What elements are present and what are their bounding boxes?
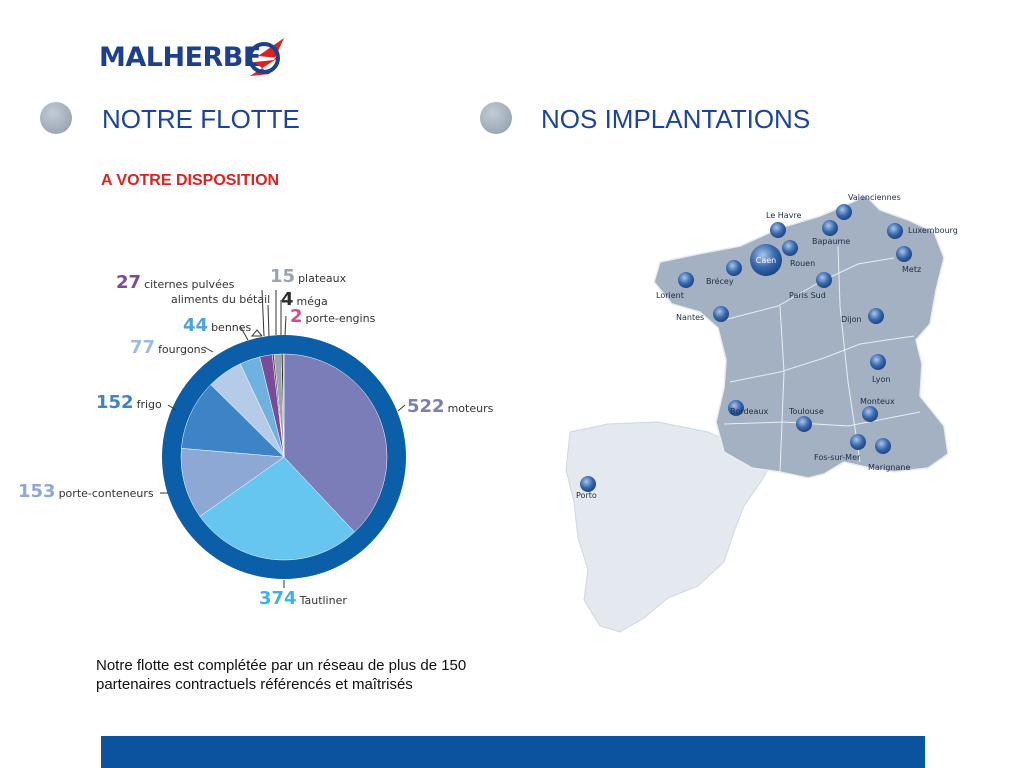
map-pin-1	[770, 222, 786, 238]
label-frigo: 152 frigo	[96, 392, 162, 413]
map-label-9: Paris Sud	[789, 291, 826, 300]
pie-slice-0	[283, 353, 388, 533]
value-tautliner: 374	[259, 588, 297, 609]
map-label-17: Marignane	[868, 463, 910, 472]
name-fourgons: fourgons	[158, 343, 207, 356]
brand-logo-mark	[248, 38, 284, 76]
value-fourgons: 77	[130, 337, 156, 358]
locations-title: NOS IMPLANTATIONS	[541, 104, 811, 134]
brand-logo-text: MALHERBE	[99, 42, 261, 73]
map-label-8: Lorient	[656, 291, 684, 300]
value-porte-engins: 2	[290, 306, 303, 327]
map-label-10: Nantes	[676, 313, 704, 322]
value-frigo: 152	[96, 392, 134, 413]
map-pin-11	[868, 308, 884, 324]
map-pin-2	[822, 220, 838, 236]
label-bennes: 44 bennes	[183, 315, 251, 336]
map-label-16: Fos-sur-Mer	[814, 453, 861, 462]
fleet-subtitle: A VOTRE DISPOSITION	[101, 172, 280, 189]
name-moteurs: moteurs	[447, 402, 494, 415]
fleet-pie-chart	[162, 335, 406, 579]
name-mega: méga	[296, 295, 328, 308]
map-label-5: Rouen	[790, 259, 815, 268]
map-pin-14	[796, 416, 812, 432]
map-pin-10	[713, 306, 729, 322]
map-pin-4	[750, 244, 782, 276]
pie-slice-1	[199, 456, 355, 561]
map-pin-5	[782, 240, 798, 256]
pie-slices	[180, 353, 388, 561]
label-plateaux: 15 plateaux	[270, 266, 346, 287]
label-porte-conteneurs: 153 porte-conteneurs	[18, 481, 154, 502]
label-fourgons: 77 fourgons	[130, 337, 206, 358]
map-pin-0	[836, 204, 852, 220]
name-tautliner: Tautliner	[299, 594, 347, 607]
value-moteurs: 522	[407, 396, 445, 417]
map-pin-9	[816, 272, 832, 288]
map-label-2: Bapaume	[812, 237, 850, 246]
locations-map: Valenciennes Le Havre Bapaume Luxembourg Cae…	[548, 186, 968, 648]
map-label-12: Lyon	[872, 375, 890, 384]
name-porte-conteneurs: porte-conteneurs	[58, 487, 154, 500]
map-pin-6	[896, 246, 912, 262]
map-pin-16	[850, 434, 866, 450]
value-mega: 4	[281, 289, 294, 310]
map-pin-12	[870, 354, 886, 370]
label-porte-engins: 2 porte-engins	[290, 306, 375, 327]
name-bennes: bennes	[211, 321, 252, 334]
value-porte-conteneurs: 153	[18, 481, 56, 502]
map-pin-13	[728, 400, 744, 416]
label-citernes: 27 citernes pulvées	[116, 272, 234, 293]
name-aliments: aliments du bétail	[171, 293, 271, 306]
label-tautliner: 374 Tautliner	[259, 588, 347, 609]
name-frigo: frigo	[136, 398, 162, 411]
name-porte-engins: porte-engins	[305, 312, 376, 325]
map-pins: Valenciennes Le Havre Bapaume Luxembourg Cae…	[576, 193, 958, 500]
fleet-title: NOTRE FLOTTE	[102, 104, 300, 134]
map-label-4: Caen	[756, 256, 776, 265]
fleet-bullet-icon	[40, 102, 72, 134]
map-pin-15	[862, 406, 878, 422]
map-pin-8	[678, 272, 694, 288]
map-label-13: Bordeaux	[730, 407, 769, 416]
map-label-14: Toulouse	[788, 407, 824, 416]
name-plateaux: plateaux	[298, 272, 347, 285]
map-label-18: Porto	[576, 491, 597, 500]
map-label-7: Brécey	[706, 276, 734, 286]
pie-slice-10	[282, 353, 285, 458]
map-pin-17	[875, 438, 891, 454]
locations-bullet-icon	[480, 102, 512, 134]
label-moteurs: 522 moteurs	[407, 396, 493, 417]
label-aliments: aliments du bétail	[171, 293, 270, 306]
map-label-6: Metz	[902, 265, 921, 274]
map-label-3: Luxembourg	[908, 226, 958, 235]
map-label-11: Dijon	[841, 315, 862, 324]
fleet-footnote: Notre flotte est complétée par un réseau…	[96, 657, 467, 693]
label-mega: 4 méga	[281, 289, 328, 310]
map-label-1: Le Havre	[766, 211, 802, 220]
name-citernes: citernes pulvées	[144, 278, 235, 291]
value-bennes: 44	[183, 315, 209, 336]
map-label-15: Monteux	[860, 397, 895, 406]
value-plateaux: 15	[270, 266, 296, 287]
pie-slice-3	[181, 384, 285, 458]
pie-slice-2	[180, 448, 285, 517]
map-pin-3	[887, 223, 903, 239]
map-pin-18	[580, 476, 596, 492]
footer-bar	[101, 736, 925, 768]
map-label-0: Valenciennes	[848, 193, 901, 202]
value-citernes: 27	[116, 272, 142, 293]
map-pin-7	[726, 260, 742, 276]
